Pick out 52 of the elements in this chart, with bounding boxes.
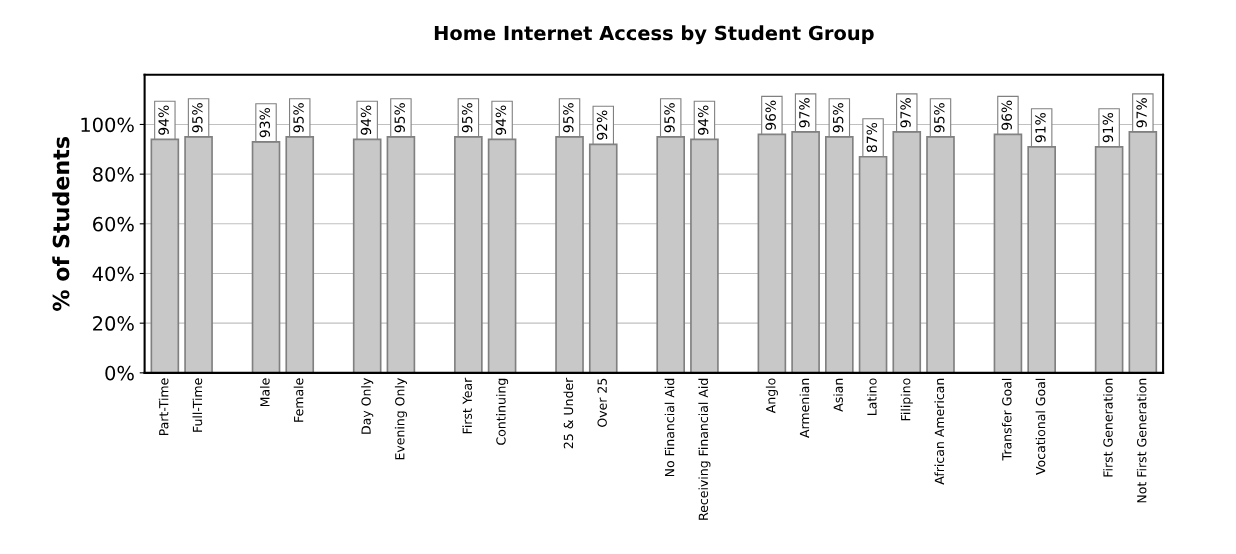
data-label: 91% xyxy=(1102,112,1114,143)
data-label: 95% xyxy=(293,103,304,133)
x-tick-label: Latino xyxy=(867,378,877,416)
data-label: 97% xyxy=(799,98,810,128)
x-tick-label: Receiving Financial Aid xyxy=(698,378,711,520)
data-label: 94% xyxy=(697,105,709,135)
x-tick-label: Not First Generation xyxy=(1136,378,1147,503)
y-tick-label: 80% xyxy=(92,167,134,182)
x-tick-label: Armenian xyxy=(799,378,810,438)
data-label: 95% xyxy=(832,103,844,133)
data-label: 95% xyxy=(563,103,574,133)
x-tick-label: Evening Only xyxy=(394,378,407,460)
x-tick-label: Male xyxy=(259,378,270,407)
data-label: 95% xyxy=(461,103,473,133)
data-label: 92% xyxy=(596,110,608,140)
x-tick-label: Asian xyxy=(833,378,843,412)
data-label: 95% xyxy=(664,103,675,133)
y-tick-label: 0% xyxy=(105,365,134,381)
chart-title: Home Internet Access by Student Group xyxy=(434,25,874,45)
x-tick-label: 25 & Under xyxy=(563,377,574,449)
y-tick-label: 100% xyxy=(81,117,134,133)
y-tick-label: 60% xyxy=(93,216,134,232)
x-tick-label: Transfer Goal xyxy=(1001,378,1012,461)
y-axis-title: % of Students xyxy=(52,136,70,311)
data-label: 93% xyxy=(259,108,271,138)
x-tick-label: Filipino xyxy=(900,378,913,421)
data-label: 97% xyxy=(1136,98,1147,128)
y-tick-label: 20% xyxy=(93,316,134,331)
x-tick-label: First Year xyxy=(462,377,472,434)
x-tick-label: Continuing xyxy=(496,378,509,445)
x-tick-label: Anglo xyxy=(765,378,778,414)
data-label: 95% xyxy=(394,103,405,133)
data-label: 95% xyxy=(934,103,945,133)
x-tick-label: Part-Time xyxy=(158,378,169,436)
x-tick-label: Full-Time xyxy=(192,378,203,432)
x-tick-label: African American xyxy=(934,378,945,485)
x-tick-label: Female xyxy=(293,378,304,422)
x-tick-label: Over 25 xyxy=(597,378,607,427)
x-tick-label: Day Only xyxy=(361,378,374,434)
data-label: 95% xyxy=(192,103,203,133)
data-label: 96% xyxy=(1001,100,1012,130)
y-tick-label: 40% xyxy=(92,266,134,282)
x-tick-label: No Financial Aid xyxy=(664,378,675,477)
data-label: 94% xyxy=(495,105,507,135)
x-tick-label: Vocational Goal xyxy=(1035,378,1046,475)
data-label: 96% xyxy=(765,100,776,130)
x-tick-label: First Generation xyxy=(1103,378,1113,477)
data-label: 97% xyxy=(900,98,911,128)
data-label: 87% xyxy=(866,122,878,153)
data-label: 91% xyxy=(1035,112,1046,143)
data-label: 94% xyxy=(158,105,169,135)
data-label: 94% xyxy=(360,105,372,135)
